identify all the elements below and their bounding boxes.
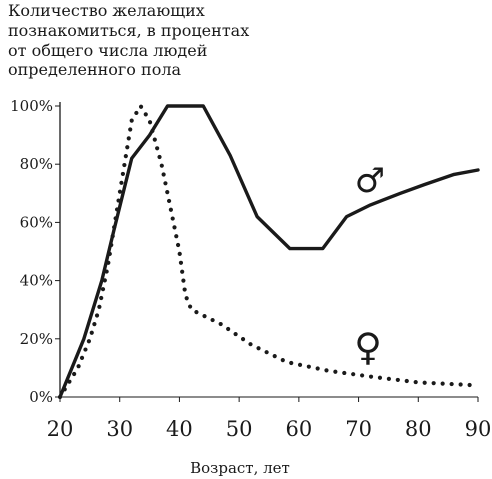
x-tick-label: 90 bbox=[465, 417, 492, 441]
x-axis-label: Возраст, лет bbox=[190, 459, 290, 477]
y-tick-label: 80% bbox=[20, 155, 53, 173]
x-tick-label: 40 bbox=[166, 417, 193, 441]
chart-title: Количество желающих познакомиться, в про… bbox=[8, 1, 249, 79]
x-tick-label: 60 bbox=[285, 417, 312, 441]
series-layer bbox=[57, 103, 481, 400]
x-tick-label: 80 bbox=[405, 417, 432, 441]
title-line-2: познакомиться, в процентах bbox=[8, 21, 249, 40]
y-tick-label: 60% bbox=[20, 213, 53, 231]
title-line-1: Количество желающих bbox=[8, 1, 205, 20]
y-tick-label: 40% bbox=[20, 272, 53, 290]
y-tick-label: 20% bbox=[20, 330, 53, 348]
series-line-female bbox=[57, 103, 481, 400]
y-tick-label: 100% bbox=[10, 97, 53, 115]
title-line-4: определенного пола bbox=[8, 60, 181, 79]
female-symbol: ♀ bbox=[354, 325, 382, 369]
x-tick-label: 50 bbox=[226, 417, 253, 441]
x-tick-label: 30 bbox=[106, 417, 133, 441]
series-line-male bbox=[58, 104, 480, 399]
male-symbol: ♂ bbox=[355, 161, 385, 201]
x-tick-label: 20 bbox=[47, 417, 74, 441]
y-tick-label: 0% bbox=[29, 388, 53, 406]
title-line-3: от общего числа людей bbox=[8, 41, 207, 60]
x-ticks: 20 30 40 50 60 70 80 90 bbox=[47, 397, 492, 441]
y-ticks: 0% 20% 40% 60% 80% 100% bbox=[10, 97, 60, 406]
x-tick-label: 70 bbox=[345, 417, 372, 441]
